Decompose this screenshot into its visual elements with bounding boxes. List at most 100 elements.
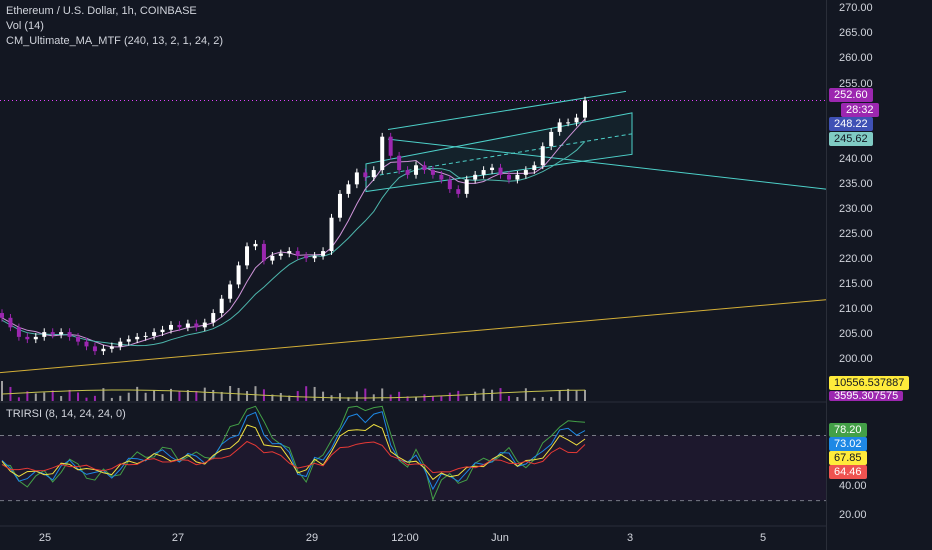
candle-body bbox=[312, 255, 317, 259]
candle-body bbox=[473, 174, 478, 180]
volume-bar bbox=[474, 391, 477, 401]
time-tick-3: 3 bbox=[626, 532, 634, 544]
candle-body bbox=[16, 327, 21, 337]
volume-bar bbox=[313, 386, 316, 401]
candle-body bbox=[211, 313, 216, 323]
volume-bar bbox=[465, 396, 468, 401]
candle-body bbox=[363, 172, 368, 178]
price-tick: 200.00 bbox=[839, 353, 873, 365]
candle-body bbox=[126, 339, 131, 342]
candle-body bbox=[430, 170, 435, 175]
rsi-badge-3: 67.85 bbox=[829, 451, 867, 465]
candle-body bbox=[354, 172, 359, 185]
ma-slow-line bbox=[1, 141, 586, 347]
time-tick-27: 27 bbox=[171, 532, 185, 544]
volume-bar bbox=[322, 391, 325, 401]
upper-trend-line bbox=[387, 90, 627, 131]
time-tick-25: 25 bbox=[38, 532, 52, 544]
volume-bar bbox=[364, 388, 367, 401]
candle-body bbox=[304, 255, 309, 259]
candle-body bbox=[118, 341, 123, 347]
volume-bar bbox=[288, 395, 291, 401]
volume-bar bbox=[169, 388, 172, 401]
last-price-badge: 252.60 bbox=[829, 88, 873, 102]
volume-bar bbox=[195, 391, 198, 401]
candle-body bbox=[67, 332, 72, 337]
candle-body bbox=[414, 165, 419, 175]
price-tick: 265.00 bbox=[839, 27, 873, 39]
candle-body bbox=[261, 243, 266, 261]
volume-bar bbox=[144, 392, 147, 401]
volume-bar bbox=[398, 391, 401, 401]
rsi-band bbox=[0, 435, 826, 501]
candle-body bbox=[523, 170, 528, 175]
candle-body bbox=[194, 323, 199, 328]
candle-body bbox=[143, 335, 148, 337]
price-tick: 220.00 bbox=[839, 253, 873, 265]
volume-bar bbox=[102, 388, 105, 401]
price-axis[interactable]: 270.00 265.00 260.00 255.00 240.00 235.0… bbox=[826, 0, 932, 550]
volume-badge: 3595.307575 bbox=[829, 391, 904, 401]
candle-body bbox=[490, 167, 495, 171]
price-tick: 260.00 bbox=[839, 52, 873, 64]
candle-body bbox=[506, 174, 511, 180]
price-chart[interactable] bbox=[0, 0, 826, 550]
candle-body bbox=[337, 193, 342, 218]
candle-body bbox=[295, 251, 300, 256]
candle-body bbox=[329, 217, 334, 252]
price-tick: 205.00 bbox=[839, 328, 873, 340]
price-tick: 230.00 bbox=[839, 203, 873, 215]
candle-body bbox=[76, 336, 81, 342]
volume-bar bbox=[558, 390, 561, 401]
chart-area[interactable]: Ethereum / U.S. Dollar, 1h, COINBASE Vol… bbox=[0, 0, 826, 550]
candle-body bbox=[557, 122, 562, 132]
candle-body bbox=[160, 329, 165, 333]
volume-bar bbox=[186, 390, 189, 401]
candle-body bbox=[236, 265, 241, 285]
volume-bar bbox=[178, 391, 181, 401]
candle-body bbox=[388, 136, 393, 156]
volume-bar bbox=[60, 396, 63, 401]
volume-bar bbox=[110, 397, 113, 401]
time-tick-5: 5 bbox=[759, 532, 767, 544]
rsi-tick: 20.00 bbox=[839, 509, 867, 521]
candle-body bbox=[42, 332, 47, 337]
volume-bar bbox=[482, 388, 485, 401]
volume-bar bbox=[423, 394, 426, 401]
volume-bar bbox=[26, 391, 29, 401]
price-tick: 235.00 bbox=[839, 178, 873, 190]
volume-bar bbox=[584, 389, 586, 401]
price-tick: 270.00 bbox=[839, 2, 873, 14]
symbol-legend[interactable]: Ethereum / U.S. Dollar, 1h, COINBASE bbox=[6, 5, 197, 17]
volume-bar bbox=[34, 393, 37, 401]
volume-bar bbox=[507, 395, 510, 401]
price-tick: 210.00 bbox=[839, 303, 873, 315]
volume-bar bbox=[43, 392, 46, 401]
volume-bar bbox=[279, 392, 282, 401]
volume-bar bbox=[153, 390, 156, 401]
candle-body bbox=[583, 100, 587, 118]
candle-body bbox=[270, 255, 275, 261]
volume-bar bbox=[567, 388, 570, 401]
rsi-series-line bbox=[1, 405, 586, 502]
volume-bar bbox=[440, 395, 443, 401]
candle-body bbox=[92, 346, 97, 352]
price-tick: 225.00 bbox=[839, 228, 873, 240]
rsi-legend[interactable]: TRIRSI (8, 14, 24, 24, 0) bbox=[6, 408, 126, 420]
volume-bar bbox=[254, 386, 257, 401]
candle-body bbox=[380, 136, 385, 171]
volume-bar bbox=[550, 397, 553, 401]
candle-body bbox=[540, 146, 545, 166]
candle-body bbox=[549, 131, 554, 147]
volume-bar bbox=[305, 386, 308, 401]
candle-body bbox=[278, 253, 283, 256]
volume-bar bbox=[516, 397, 519, 401]
rsi-series-line bbox=[1, 440, 586, 474]
volume-bar bbox=[296, 391, 299, 401]
volume-legend[interactable]: Vol (14) bbox=[6, 20, 44, 32]
ma-legend[interactable]: CM_Ultimate_MA_MTF (240, 13, 2, 1, 24, 2… bbox=[6, 35, 224, 47]
candle-body bbox=[177, 324, 182, 328]
candle-body bbox=[321, 251, 326, 256]
volume-bar bbox=[1, 381, 3, 401]
candle-body bbox=[101, 348, 106, 352]
